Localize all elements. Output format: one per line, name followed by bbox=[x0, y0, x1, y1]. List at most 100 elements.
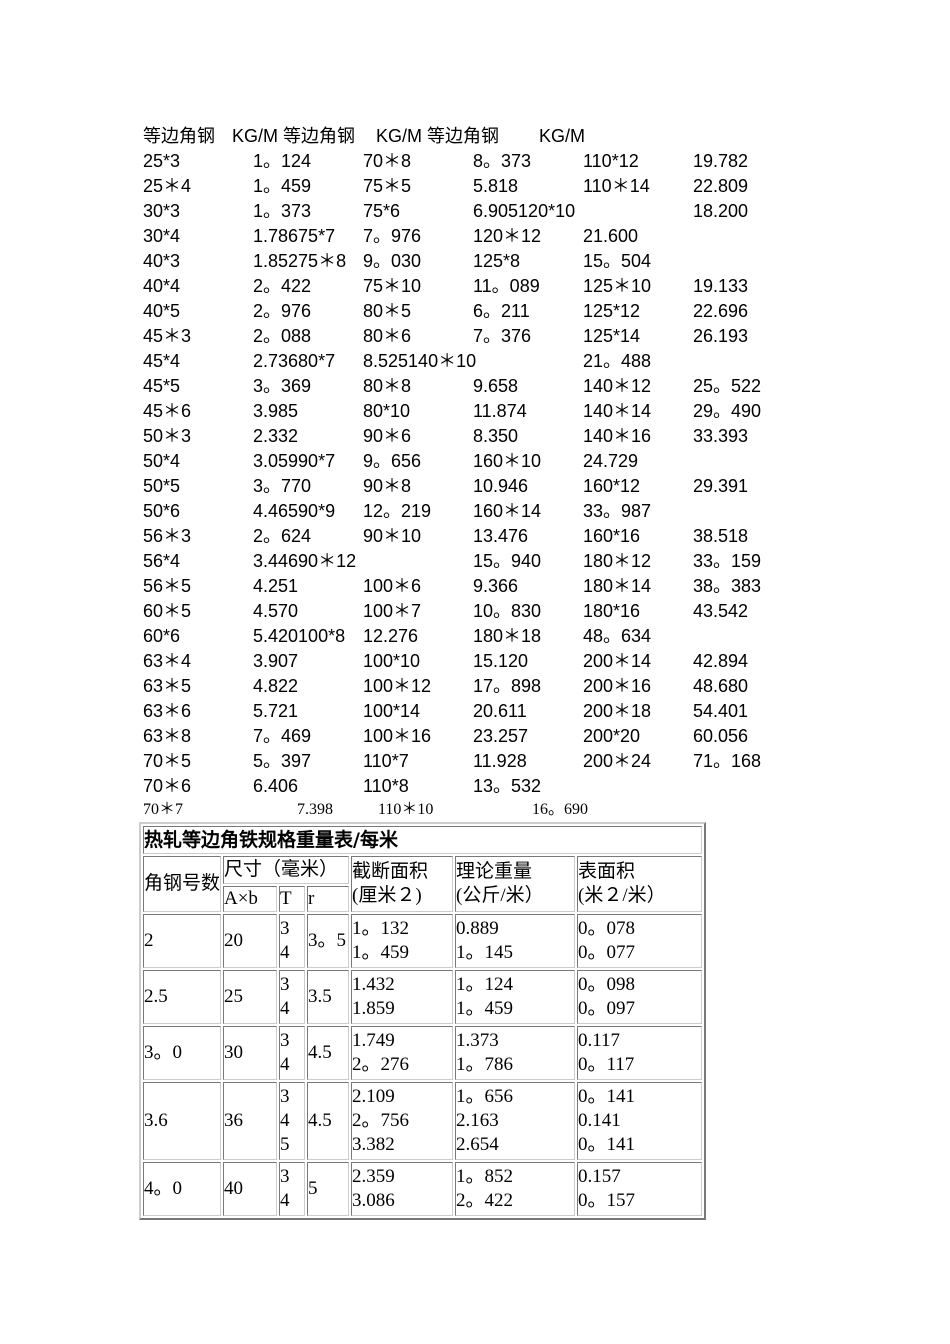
text-fragment: 125＊10 bbox=[583, 276, 652, 296]
cell-line: 0。157 bbox=[578, 1190, 636, 1211]
text-fragment: 100＊12 bbox=[363, 676, 432, 696]
cell-line: 0.889 bbox=[456, 918, 499, 939]
header-line: 理论重量 bbox=[456, 861, 533, 882]
text-fragment: 75＊10 bbox=[363, 276, 422, 296]
text-fragment: 71。168 bbox=[693, 751, 762, 771]
table-cell: 1.373 1。786 bbox=[455, 1026, 575, 1080]
table-cell: 1。132 1。459 bbox=[351, 914, 453, 968]
text-fragment: 70＊7 bbox=[143, 801, 184, 818]
table-cell: 3。0 bbox=[143, 1026, 221, 1080]
text-fragment: 63＊6 bbox=[143, 701, 192, 721]
text-fragment: 5。397 bbox=[253, 751, 312, 771]
text-fragment: 90＊10 bbox=[363, 526, 422, 546]
text-fragment: 6.406 bbox=[253, 776, 299, 796]
text-fragment: 3.985 bbox=[253, 401, 299, 421]
cell-line: 1。852 bbox=[456, 1166, 514, 1187]
header-cell: 尺寸（毫米） bbox=[223, 856, 349, 884]
text-fragment: 100＊7 bbox=[363, 601, 422, 621]
text-fragment: 7。469 bbox=[253, 726, 312, 746]
cell-line: 0。117 bbox=[578, 1054, 635, 1075]
text-fragment: 140＊12 bbox=[583, 376, 652, 396]
table-cell: 0。141 0.141 0。141 bbox=[577, 1082, 702, 1160]
text-fragment: 120＊12 bbox=[473, 226, 542, 246]
cell-line: 2.109 bbox=[352, 1086, 395, 1107]
table-cell: 25 bbox=[223, 970, 277, 1024]
text-fragment: 3。369 bbox=[253, 376, 312, 396]
text-fragment: 15。504 bbox=[583, 251, 652, 271]
cell-line: 4 bbox=[280, 1190, 290, 1211]
cell-line: 5 bbox=[280, 1134, 290, 1155]
text-fragment: 43.542 bbox=[693, 601, 749, 621]
text-fragment: 8.350 bbox=[473, 426, 519, 446]
text-fragment: 125*12 bbox=[583, 301, 641, 321]
text-fragment: 1。373 bbox=[253, 201, 312, 221]
text-fragment: 160＊14 bbox=[473, 501, 542, 521]
text-fragment: 15.120 bbox=[473, 651, 529, 671]
text-fragment: 5.721 bbox=[253, 701, 299, 721]
cell-line: 1.373 bbox=[456, 1030, 499, 1051]
cell-line: 4。0 bbox=[144, 1178, 183, 1199]
cell-line: 1。132 bbox=[352, 918, 410, 939]
header-line: 截断面积 bbox=[352, 861, 429, 882]
text-fragment: 200*20 bbox=[583, 726, 641, 746]
text-fragment: 180＊18 bbox=[473, 626, 542, 646]
cell-line: 3 bbox=[280, 1166, 290, 1187]
table-row: 2.5 25 3 4 3.5 1.432 1.859 1。124 1。459 0。098 0。097 bbox=[143, 970, 702, 1024]
text-fragment: 160*12 bbox=[583, 476, 641, 496]
cell-line: 4.5 bbox=[308, 1042, 332, 1063]
cell-line: 4 bbox=[280, 1110, 290, 1131]
text-fragment: 1。459 bbox=[253, 176, 312, 196]
text-fragment: 50＊3 bbox=[143, 426, 192, 446]
text-fragment: 110＊10 bbox=[378, 801, 434, 818]
table-title: 热轧等边角铁规格重量表/每米 bbox=[143, 826, 702, 854]
cell-line: 4 bbox=[280, 942, 290, 963]
header-line: (厘米２) bbox=[352, 885, 422, 906]
table-row: 3。0 30 3 4 4.5 1.749 2。276 1.373 1。786 0.117 0。117 bbox=[143, 1026, 702, 1080]
text-fragment: 12.276 bbox=[363, 626, 419, 646]
text-fragment: 160*16 bbox=[583, 526, 641, 546]
table-cell: 1。852 2。422 bbox=[455, 1162, 575, 1216]
text-fragment: 23.257 bbox=[473, 726, 529, 746]
table-cell: 36 bbox=[223, 1082, 277, 1160]
text-fragment: 70＊5 bbox=[143, 751, 192, 771]
table-cell: 2.109 2。756 3.382 bbox=[351, 1082, 453, 1160]
text-fragment: 45＊6 bbox=[143, 401, 192, 421]
text-fragment: 80＊5 bbox=[363, 301, 412, 321]
text-fragment: 80*10 bbox=[363, 401, 411, 421]
text-fragment: 12。219 bbox=[363, 501, 432, 521]
cell-line: 0。141 bbox=[578, 1086, 636, 1107]
text-fragment: 200＊16 bbox=[583, 676, 652, 696]
text-fragment: 48.680 bbox=[693, 676, 749, 696]
text-fragment: 17。898 bbox=[473, 676, 542, 696]
text-fragment: 110*8 bbox=[363, 776, 409, 796]
text-fragment: 19.133 bbox=[693, 276, 749, 296]
text-fragment: 125*8 bbox=[473, 251, 521, 271]
cell-line: 30 bbox=[224, 1042, 243, 1063]
text-fragment: 等边角钢 bbox=[143, 126, 215, 146]
text-fragment: 3.44690＊12 bbox=[253, 551, 357, 571]
table-cell: 0.889 1。145 bbox=[455, 914, 575, 968]
text-fragment: 180*16 bbox=[583, 601, 641, 621]
text-fragment: 7.398 bbox=[297, 801, 333, 818]
text-fragment: KG/M 等边角钢 bbox=[376, 126, 500, 146]
header-cell: 截断面积 (厘米２) bbox=[351, 856, 453, 912]
cell-line: 3 bbox=[280, 1030, 290, 1051]
text-fragment: 90＊8 bbox=[363, 476, 412, 496]
text-fragment: 5.818 bbox=[473, 176, 519, 196]
text-fragment: 25*3 bbox=[143, 151, 181, 171]
text-fragment: 56*4 bbox=[143, 551, 181, 571]
text-fragment: 9。030 bbox=[363, 251, 422, 271]
text-fragment: 9。656 bbox=[363, 451, 422, 471]
text-fragment: 9.658 bbox=[473, 376, 519, 396]
text-fragment: 15。940 bbox=[473, 551, 542, 571]
text-fragment: 100*10 bbox=[363, 651, 421, 671]
text-fragment: 50*4 bbox=[143, 451, 181, 471]
text-fragment: 60*6 bbox=[143, 626, 181, 646]
text-fragment: 8。373 bbox=[473, 151, 532, 171]
cell-line: 4 bbox=[280, 998, 290, 1019]
text-fragment: 29。490 bbox=[693, 401, 762, 421]
table-cell: 30 bbox=[223, 1026, 277, 1080]
text-fragment: 26.193 bbox=[693, 326, 749, 346]
